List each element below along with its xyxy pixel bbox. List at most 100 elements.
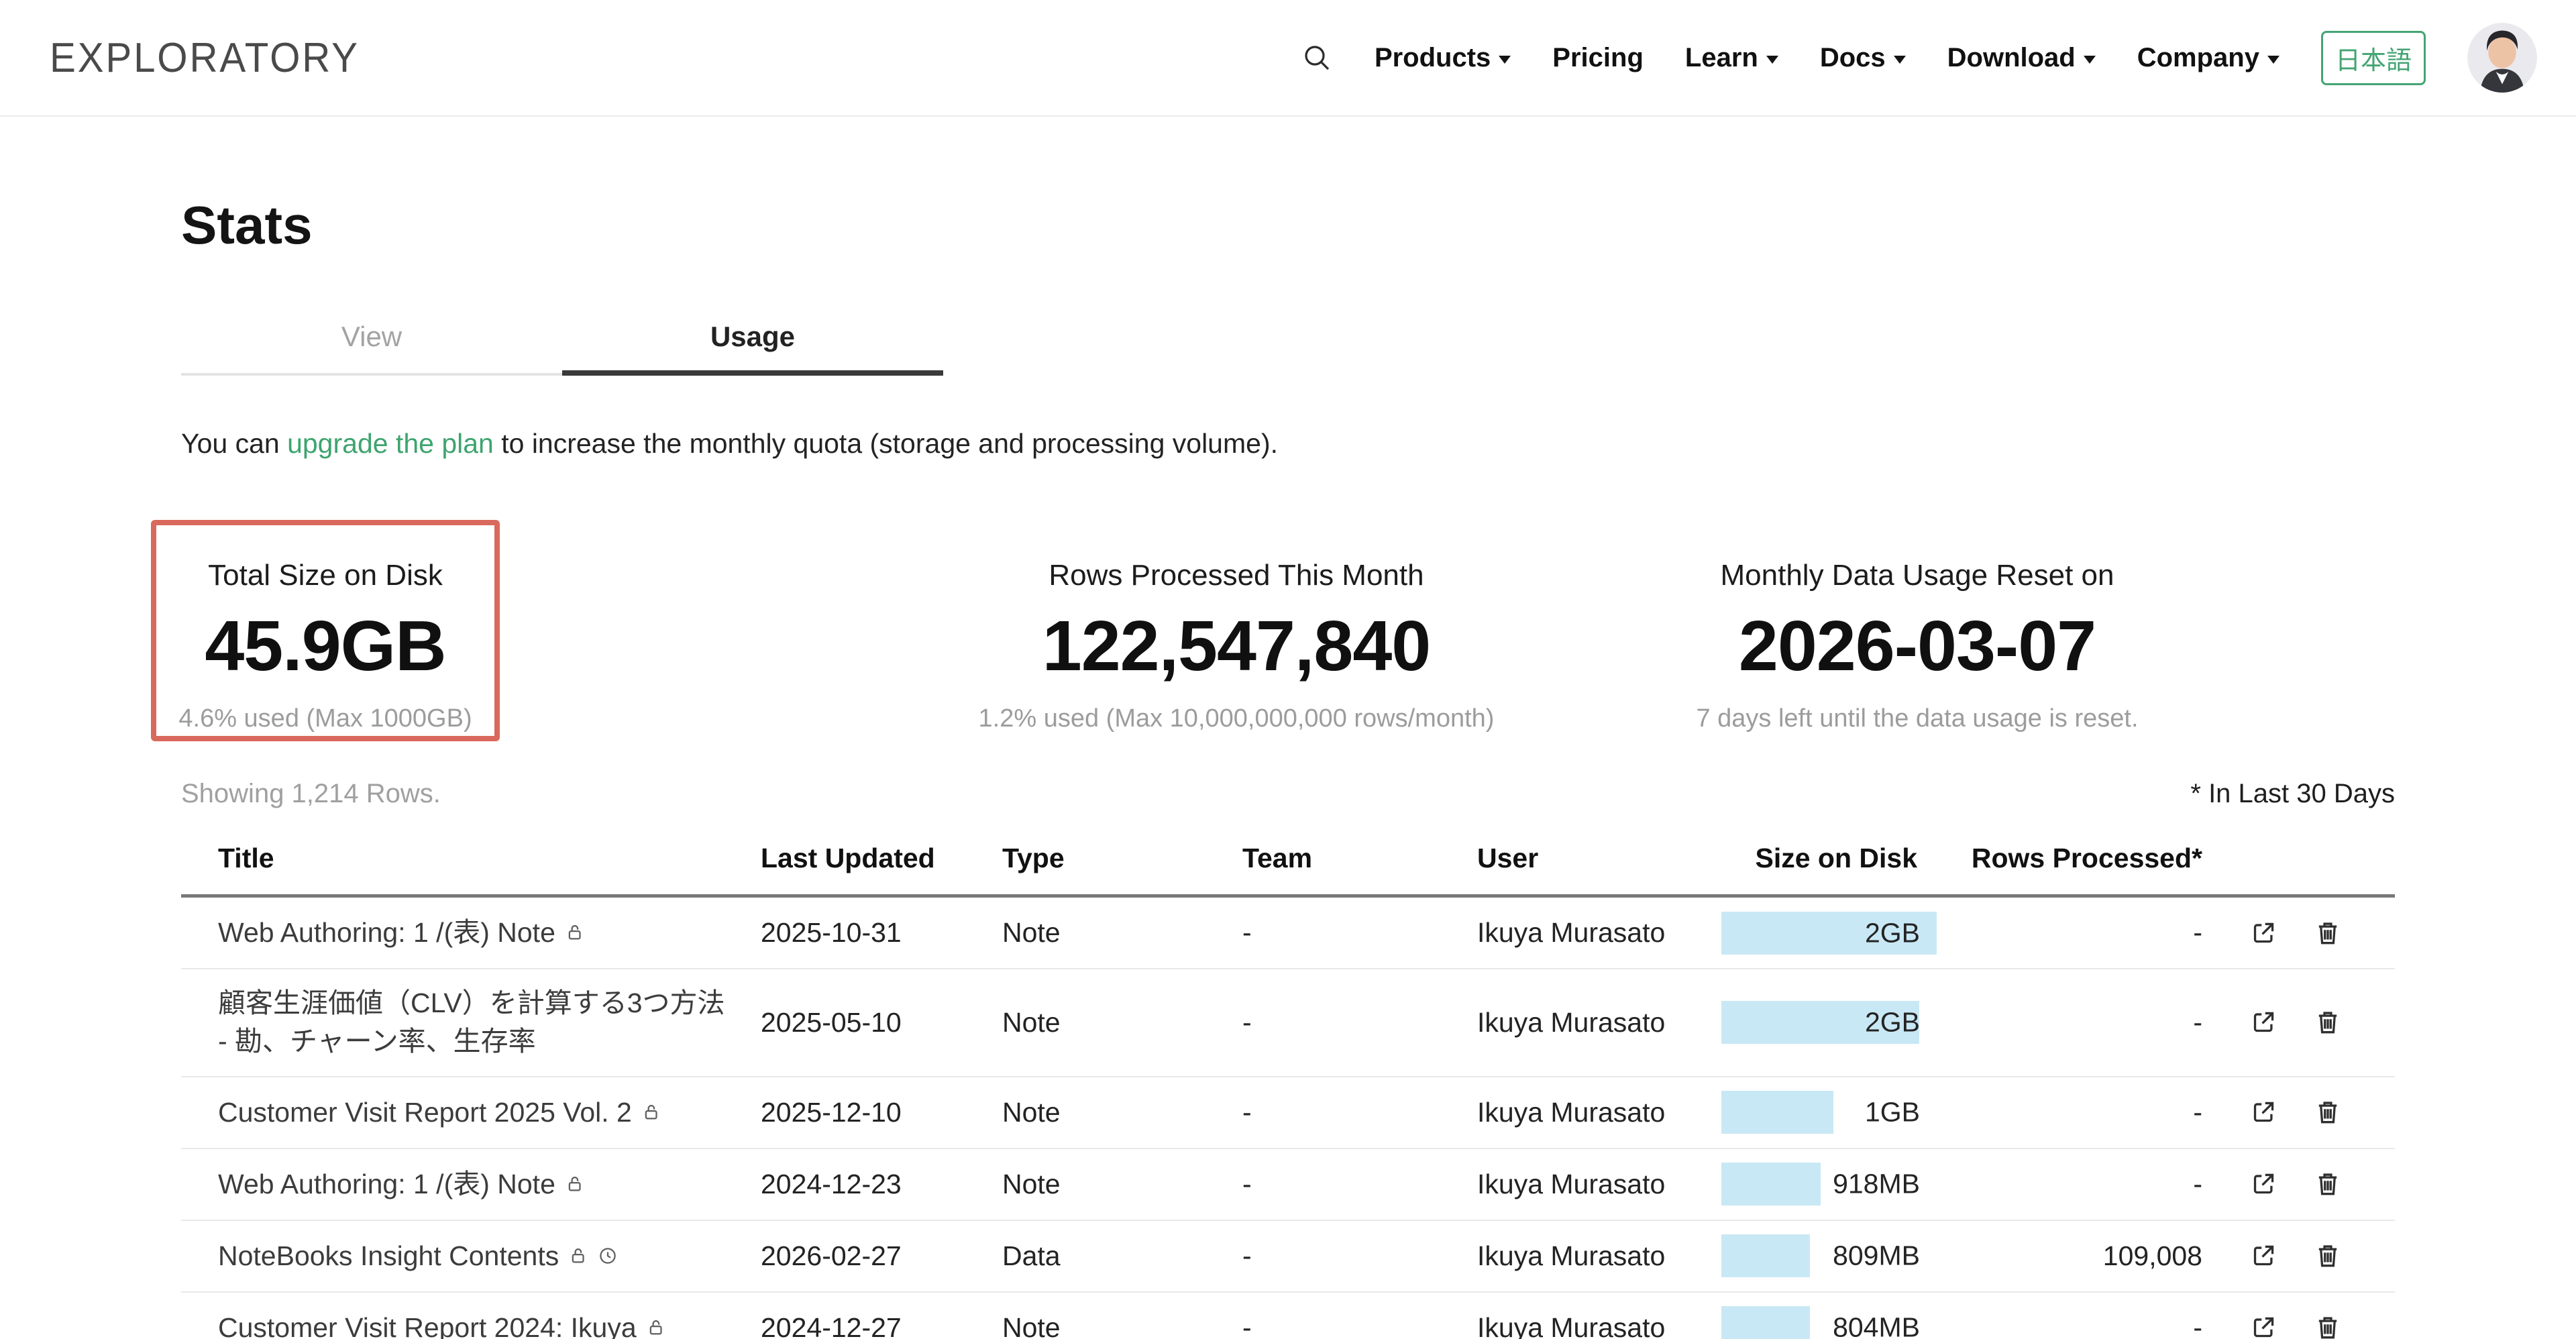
nav-item-pricing[interactable]: Pricing [1552,43,1644,73]
cell-last-updated: 2025-10-31 [761,917,902,948]
lock-icon [641,1100,661,1124]
nav-item-company[interactable]: Company [2137,43,2279,73]
cell-size-on-disk: 2GB [1717,898,1945,968]
cell-user: Ikuya Murasato [1477,1168,1666,1199]
open-external-icon[interactable] [2249,1169,2278,1199]
item-title: Web Authoring: 1 /(表) Note [218,1168,555,1199]
cell-actions [2207,1097,2395,1127]
cell-user: Ikuya Murasato [1477,1006,1666,1038]
stat-card-value: 2026-03-07 [1738,606,2096,686]
cell-user: Ikuya Murasato [1477,1240,1666,1271]
item-title: 顧客生涯価値（CLV）を計算する3つ方法 - 勘、チャーン率、生存率 [218,987,725,1057]
lock-icon [565,1172,585,1196]
stat-cards: Total Size on Disk 45.9GB 4.6% used (Max… [151,520,2395,741]
cell-last-updated: 2024-12-27 [761,1311,902,1339]
cell-team: - [1242,1096,1252,1128]
nav-item-label: Download [1947,42,2076,72]
open-external-icon[interactable] [2249,918,2278,948]
language-toggle-button[interactable]: 日本語 [2320,30,2426,85]
table-row: Customer Visit Report 2025 Vol. 2 2025-1… [181,1077,2395,1149]
cell-title: Web Authoring: 1 /(表) Note [181,899,761,967]
chevron-down-icon [2083,56,2096,64]
table-row: Web Authoring: 1 /(表) Note 2024-12-23 No… [181,1149,2395,1221]
cell-rows-processed: - [2193,1168,2202,1199]
cell-size-on-disk: 804MB [1717,1293,1945,1339]
table-row: 顧客生涯価値（CLV）を計算する3つ方法 - 勘、チャーン率、生存率 2025-… [181,969,2395,1077]
delete-icon[interactable] [2313,918,2343,948]
main-nav: Products Pricing Learn Docs Download Com… [1301,23,2537,93]
cell-type: Note [1002,1168,1061,1199]
open-external-icon[interactable] [2249,1097,2278,1127]
cell-type: Note [1002,1096,1061,1128]
col-title: Title [218,843,274,873]
cell-rows-processed: - [2193,1006,2202,1038]
cell-team: - [1242,1168,1252,1199]
stat-card-label: Total Size on Disk [208,559,443,592]
cell-last-updated: 2026-02-27 [761,1240,902,1271]
cell-team: - [1242,1006,1252,1038]
size-label: 809MB [1833,1240,1920,1271]
size-label: 1GB [1864,1096,1920,1128]
title-icons [632,1097,661,1128]
quota-notice: You can upgrade the plan to increase the… [181,428,2395,460]
nav-item-products[interactable]: Products [1375,43,1511,73]
search-button[interactable] [1301,42,1333,74]
nav-item-download[interactable]: Download [1947,43,2096,73]
cell-actions [2207,1008,2395,1037]
cell-type: Note [1002,917,1061,948]
notice-prefix: You can [181,428,288,459]
item-title: NoteBooks Insight Contents [218,1240,559,1271]
col-type: Type [1002,843,1065,873]
cell-last-updated: 2024-12-23 [761,1168,902,1199]
upgrade-plan-link[interactable]: upgrade the plan [287,428,494,459]
cell-actions [2207,918,2395,948]
delete-icon[interactable] [2313,1313,2343,1339]
chevron-down-icon [2267,56,2279,64]
user-avatar[interactable] [2467,23,2537,93]
open-external-icon[interactable] [2249,1313,2278,1339]
item-title: Web Authoring: 1 /(表) Note [218,916,555,948]
delete-icon[interactable] [2313,1169,2343,1199]
chevron-down-icon [1766,56,1778,64]
lock-icon [568,1244,588,1268]
col-rows-processed: Rows Processed* [1971,843,2202,873]
cell-size-on-disk: 1GB [1717,1077,1945,1148]
table-meta: Showing 1,214 Rows. * In Last 30 Days [181,779,2395,809]
open-external-icon[interactable] [2249,1008,2278,1037]
delete-icon[interactable] [2313,1097,2343,1127]
cell-actions [2207,1169,2395,1199]
nav-item-learn[interactable]: Learn [1685,43,1778,73]
cell-type: Note [1002,1006,1061,1038]
title-icons [559,1240,618,1271]
cell-rows-processed: - [2193,917,2202,948]
delete-icon[interactable] [2313,1241,2343,1271]
nav-item-docs[interactable]: Docs [1820,43,1906,73]
size-label: 2GB [1864,1006,1920,1038]
nav-item-label: Company [2137,42,2259,72]
col-size-on-disk: Size on Disk [1755,843,1917,873]
stat-card: Monthly Data Usage Reset on 2026-03-07 7… [1602,520,2233,741]
table-body: Web Authoring: 1 /(表) Note 2025-10-31 No… [181,898,2395,1339]
size-label: 918MB [1833,1168,1920,1199]
stat-card-subtext: 4.6% used (Max 1000GB) [178,704,472,733]
cell-rows-processed: - [2193,1311,2202,1339]
tab-usage[interactable]: Usage [562,321,943,376]
cell-team: - [1242,917,1252,948]
cell-last-updated: 2025-05-10 [761,1006,902,1038]
open-external-icon[interactable] [2249,1241,2278,1271]
chevron-down-icon [1893,56,1906,64]
cell-size-on-disk: 2GB [1717,969,1945,1076]
usage-table: Title Last Updated Type Team User Size o… [181,843,2395,1339]
stat-card-label: Rows Processed This Month [1049,559,1424,592]
chevron-down-icon [1499,56,1511,64]
footnote-label: * In Last 30 Days [2190,779,2395,808]
stat-card-subtext: 1.2% used (Max 10,000,000,000 rows/month… [978,704,1495,733]
nav-item-label: Learn [1684,42,1758,72]
cell-title: Customer Visit Report 2024: Ikuya [181,1294,761,1339]
delete-icon[interactable] [2313,1008,2343,1037]
cell-title: NoteBooks Insight Contents [181,1222,761,1290]
tab-view[interactable]: View [181,321,562,376]
brand-logo[interactable]: EXPLORATORY [50,34,360,81]
stat-card-value: 122,547,840 [1042,606,1431,686]
cell-size-on-disk: 809MB [1717,1221,1945,1291]
